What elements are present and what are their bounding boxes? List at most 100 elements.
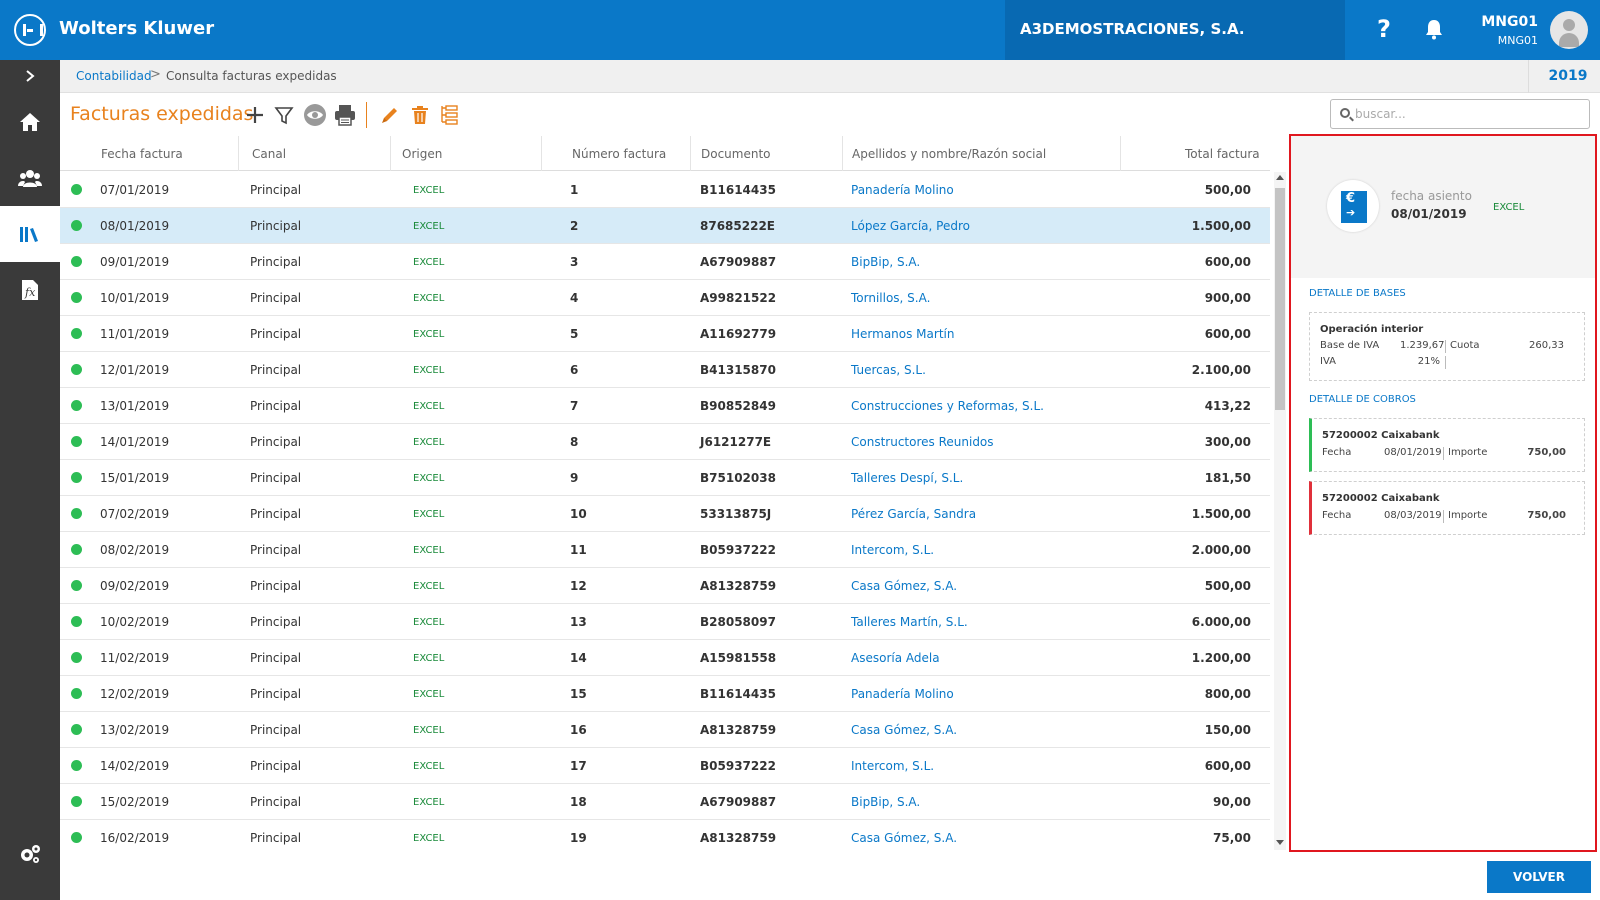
help-icon[interactable]: ? xyxy=(1377,15,1391,43)
table-row[interactable]: 13/01/2019 Principal EXCEL 7 B90852849 Constr… xyxy=(60,388,1270,424)
users-icon[interactable] xyxy=(0,150,60,206)
status-dot-icon xyxy=(71,508,82,519)
cell-razon-social[interactable]: Casa Gómez, S.A. xyxy=(851,831,958,845)
scroll-up-icon[interactable] xyxy=(1276,175,1284,180)
home-icon[interactable] xyxy=(0,94,60,150)
scroll-down-icon[interactable] xyxy=(1276,840,1284,845)
table-row[interactable]: 09/02/2019 Principal EXCEL 12 A81328759 Casa … xyxy=(60,568,1270,604)
table-row[interactable]: 07/02/2019 Principal EXCEL 10 53313875J Pérez… xyxy=(60,496,1270,532)
search-input[interactable] xyxy=(1355,105,1580,123)
cuota-value: 260,33 xyxy=(1529,340,1564,351)
column-canal[interactable]: Canal xyxy=(252,147,287,161)
eye-icon[interactable] xyxy=(302,102,328,128)
avatar[interactable] xyxy=(1550,11,1588,49)
expand-menu-icon[interactable] xyxy=(0,60,60,92)
company-name[interactable]: A3DEMOSTRACIONES, S.A. xyxy=(1020,20,1245,38)
settings-icon[interactable] xyxy=(0,826,60,882)
cobro-card: 57200002 Caixabank Fecha 08/01/2019 Impo… xyxy=(1309,418,1585,472)
cell-total: 900,00 xyxy=(1204,291,1251,305)
cell-total: 600,00 xyxy=(1204,255,1251,269)
table-row[interactable]: 10/01/2019 Principal EXCEL 4 A99821522 Tornil… xyxy=(60,280,1270,316)
cell-razon-social[interactable]: Casa Gómez, S.A. xyxy=(851,579,958,593)
scroll-thumb[interactable] xyxy=(1275,188,1285,410)
table-row[interactable]: 14/02/2019 Principal EXCEL 17 B05937222 Inter… xyxy=(60,748,1270,784)
cell-total: 500,00 xyxy=(1204,579,1251,593)
trash-icon[interactable] xyxy=(407,102,433,128)
year-label[interactable]: 2019 xyxy=(1548,68,1588,84)
cell-razon-social[interactable]: Construcciones y Reformas, S.L. xyxy=(851,399,1044,413)
status-dot-icon xyxy=(71,292,82,303)
cell-canal: Principal xyxy=(250,363,302,377)
cell-razon-social[interactable]: Casa Gómez, S.A. xyxy=(851,723,958,737)
report-icon[interactable]: fx xyxy=(0,262,60,318)
column-origen[interactable]: Origen xyxy=(402,147,443,161)
cell-documento: 53313875J xyxy=(700,507,772,521)
table-row[interactable]: 08/01/2019 Principal EXCEL 2 87685222E López … xyxy=(60,208,1270,244)
cell-razon-social[interactable]: Talleres Martín, S.L. xyxy=(851,615,968,629)
cell-razon-social[interactable]: Panadería Molino xyxy=(851,183,954,197)
breadcrumb-contabilidad[interactable]: Contabilidad xyxy=(76,69,152,83)
plus-icon[interactable] xyxy=(242,102,268,128)
table-row[interactable]: 15/01/2019 Principal EXCEL 9 B75102038 Taller… xyxy=(60,460,1270,496)
cell-total: 600,00 xyxy=(1204,759,1251,773)
table-row[interactable]: 07/01/2019 Principal EXCEL 1 B11614435 Panade… xyxy=(60,172,1270,208)
cell-origen: EXCEL xyxy=(413,185,445,196)
invoice-euro-icon xyxy=(1341,191,1367,223)
cell-numero: 18 xyxy=(570,795,587,809)
table-row[interactable]: 14/01/2019 Principal EXCEL 8 J6121277E Constr… xyxy=(60,424,1270,460)
cell-razon-social[interactable]: Asesoría Adela xyxy=(851,651,940,665)
column-documento[interactable]: Documento xyxy=(701,147,771,161)
search-box[interactable] xyxy=(1330,99,1590,129)
cell-numero: 7 xyxy=(570,399,579,413)
cell-canal: Principal xyxy=(250,435,302,449)
volver-button[interactable]: VOLVER xyxy=(1487,861,1591,893)
table-row[interactable]: 08/02/2019 Principal EXCEL 11 B05937222 Inter… xyxy=(60,532,1270,568)
table-row[interactable]: 09/01/2019 Principal EXCEL 3 A67909887 BipBip… xyxy=(60,244,1270,280)
cell-razon-social[interactable]: BipBip, S.A. xyxy=(851,795,921,809)
column-numero-factura[interactable]: Número factura xyxy=(572,147,667,161)
cell-razon-social[interactable]: Constructores Reunidos xyxy=(851,435,994,449)
cell-fecha: 10/02/2019 xyxy=(100,615,170,629)
cell-razon-social[interactable]: Pérez García, Sandra xyxy=(851,507,977,521)
cell-razon-social[interactable]: Panadería Molino xyxy=(851,687,954,701)
print-icon[interactable] xyxy=(332,102,358,128)
cell-razon-social[interactable]: Talleres Despí, S.L. xyxy=(851,471,964,485)
filter-icon[interactable] xyxy=(271,102,297,128)
column-divider xyxy=(842,136,843,171)
table-row[interactable]: 12/01/2019 Principal EXCEL 6 B41315870 Tuerca… xyxy=(60,352,1270,388)
cell-razon-social[interactable]: Intercom, S.L. xyxy=(851,759,935,773)
table-row[interactable]: 15/02/2019 Principal EXCEL 18 A67909887 BipBi… xyxy=(60,784,1270,820)
table-row[interactable]: 11/02/2019 Principal EXCEL 14 A15981558 Aseso… xyxy=(60,640,1270,676)
cell-razon-social[interactable]: Hermanos Martín xyxy=(851,327,955,341)
table-scrollbar[interactable] xyxy=(1274,172,1286,850)
table-row[interactable]: 13/02/2019 Principal EXCEL 16 A81328759 Casa … xyxy=(60,712,1270,748)
cell-total: 90,00 xyxy=(1213,795,1251,809)
list-tree-icon[interactable] xyxy=(436,102,462,128)
company-selector[interactable] xyxy=(1005,0,1345,60)
column-razon-social[interactable]: Apellidos y nombre/Razón social xyxy=(852,147,1047,161)
column-fecha-factura[interactable]: Fecha factura xyxy=(101,147,183,161)
pencil-icon[interactable] xyxy=(377,102,403,128)
user-name[interactable]: MNG01 xyxy=(1481,14,1538,30)
cell-total: 600,00 xyxy=(1204,327,1251,341)
cell-fecha: 13/01/2019 xyxy=(100,399,170,413)
cell-origen: EXCEL xyxy=(413,653,445,664)
cell-total: 800,00 xyxy=(1204,687,1251,701)
cell-documento: A67909887 xyxy=(700,795,777,809)
cell-razon-social[interactable]: Tornillos, S.A. xyxy=(851,291,931,305)
table-row[interactable]: 10/02/2019 Principal EXCEL 13 B28058097 Talle… xyxy=(60,604,1270,640)
table-row[interactable]: 16/02/2019 Principal EXCEL 19 A81328759 Casa … xyxy=(60,820,1270,850)
origen-badge: EXCEL xyxy=(1493,202,1525,213)
cell-canal: Principal xyxy=(250,687,302,701)
bell-icon[interactable] xyxy=(1423,18,1445,40)
table-row[interactable]: 12/02/2019 Principal EXCEL 15 B11614435 Panad… xyxy=(60,676,1270,712)
cell-razon-social[interactable]: BipBip, S.A. xyxy=(851,255,921,269)
column-total-factura[interactable]: Total factura xyxy=(1185,147,1260,161)
cell-razon-social[interactable]: López García, Pedro xyxy=(851,219,970,233)
cell-total: 1.500,00 xyxy=(1191,507,1251,521)
table-row[interactable]: 11/01/2019 Principal EXCEL 5 A11692779 Herman… xyxy=(60,316,1270,352)
library-icon[interactable] xyxy=(0,206,60,262)
cell-razon-social[interactable]: Intercom, S.L. xyxy=(851,543,935,557)
cell-razon-social[interactable]: Tuercas, S.L. xyxy=(851,363,926,377)
year-selector[interactable]: 2019 xyxy=(1528,60,1600,93)
